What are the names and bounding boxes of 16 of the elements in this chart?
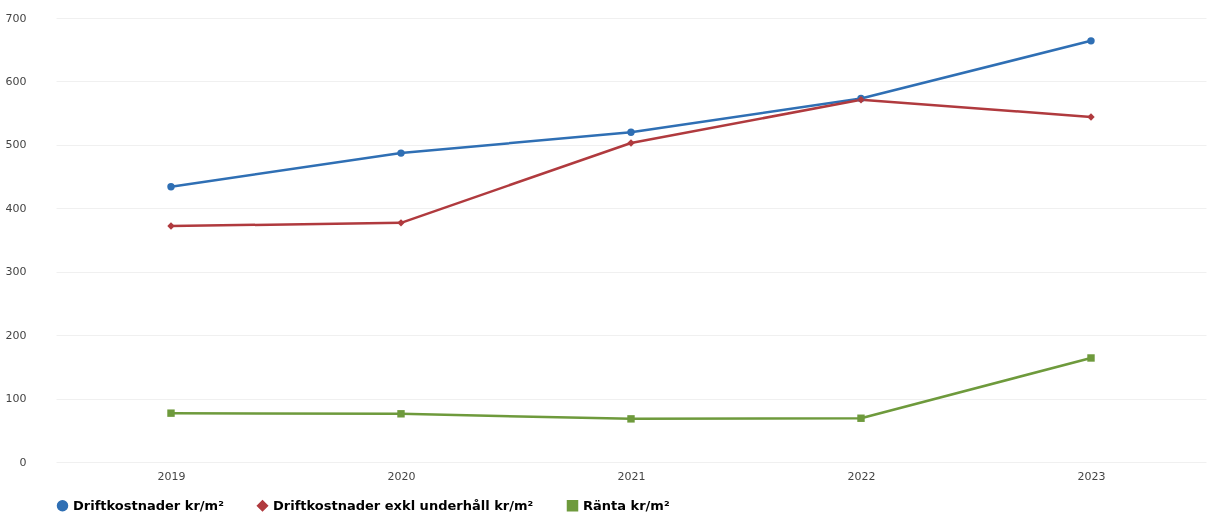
x-tick-label: 2023 [1077,469,1106,483]
y-tick-label: 100 [5,392,27,406]
y-tick-label: 200 [5,328,27,342]
x-tick-label: 2020 [387,469,416,483]
legend-label: Driftkostnader exkl underhåll kr/m² [273,497,534,513]
y-tick-label: 600 [5,74,27,88]
y-tick-label: 300 [5,265,27,279]
y-tick-label: 400 [5,201,27,215]
y-tick-label: 500 [5,138,27,152]
y-tick-label: 0 [19,455,27,469]
legend-label: Driftkostnader kr/m² [73,497,224,513]
x-tick-label: 2019 [157,469,186,483]
legend-label: Ränta kr/m² [583,497,670,513]
x-tick-label: 2022 [847,469,876,483]
y-tick-label: 700 [5,11,27,25]
x-tick-label: 2021 [617,469,646,483]
